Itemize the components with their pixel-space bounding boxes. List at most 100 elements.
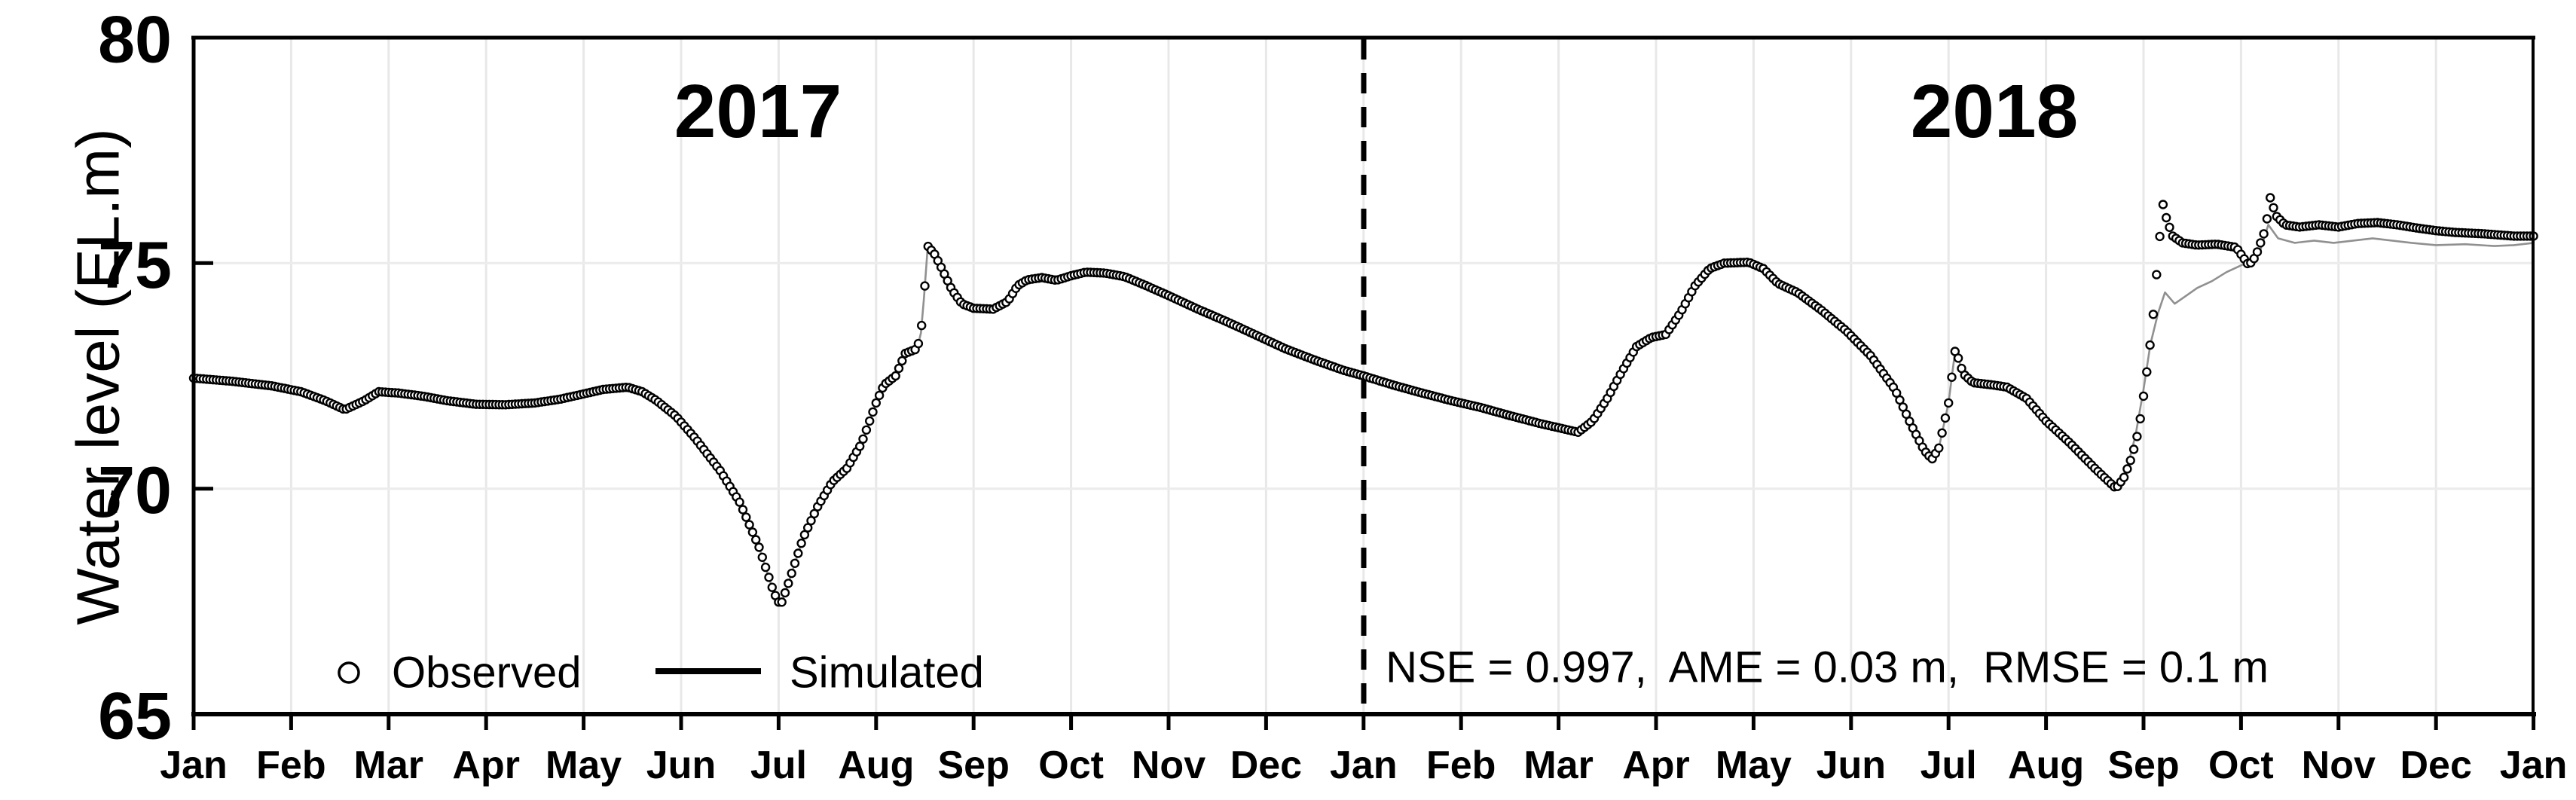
observed-marker xyxy=(796,539,806,548)
observed-marker xyxy=(757,552,767,562)
x-tick-label: Jun xyxy=(1817,744,1886,787)
observed-marker xyxy=(920,281,930,291)
x-tick-label: Aug xyxy=(838,744,914,787)
x-tick-label: Mar xyxy=(354,744,423,787)
observed-marker xyxy=(793,548,803,558)
observed-marker xyxy=(868,407,878,417)
legend-simulated-label: Simulated xyxy=(790,649,984,698)
y-tick-label: 65 xyxy=(98,679,172,753)
observed-marker xyxy=(735,497,744,507)
year-label-2017: 2017 xyxy=(674,69,842,154)
stats-annotation: NSE = 0.997, AME = 0.03 m, RMSE = 0.1 m xyxy=(1386,643,2269,692)
observed-marker xyxy=(790,558,800,568)
observed-marker xyxy=(784,579,793,588)
observed-marker xyxy=(1940,413,1951,423)
observed-marker xyxy=(2158,200,2168,209)
y-tick-label: 70 xyxy=(98,453,172,527)
observed-marker xyxy=(747,527,758,537)
x-tick-label: Oct xyxy=(2208,744,2274,787)
x-tick-label: Aug xyxy=(2008,744,2084,787)
x-tick-label: Jun xyxy=(646,744,716,787)
observed-marker xyxy=(2145,340,2155,350)
x-tick-label: May xyxy=(1716,744,1792,787)
observed-marker xyxy=(891,371,900,381)
observed-marker xyxy=(897,356,907,366)
observed-marker xyxy=(787,568,796,579)
y-axis-tick-labels: 80 75 70 65 xyxy=(98,2,172,753)
observed-marker xyxy=(2152,270,2162,279)
x-tick-label: Apr xyxy=(1622,744,1690,787)
observed-marker xyxy=(916,320,927,331)
x-tick-label: Feb xyxy=(256,744,325,787)
observed-marker xyxy=(894,363,904,374)
x-axis-ticks xyxy=(191,714,2536,730)
x-tick-label: Jul xyxy=(1921,744,1977,787)
x-tick-label: Oct xyxy=(1038,744,1104,787)
y-axis-title: Water level (EL.m) xyxy=(65,128,132,624)
x-tick-label: Sep xyxy=(2107,744,2179,787)
observed-marker xyxy=(780,588,790,598)
observed-marker xyxy=(760,562,771,573)
observed-marker xyxy=(2265,193,2275,203)
x-tick-label: Jan xyxy=(2500,744,2568,787)
observed-marker xyxy=(738,505,748,515)
observed-marker xyxy=(764,573,774,582)
observed-marker xyxy=(2125,456,2135,466)
observed-marker xyxy=(777,597,787,607)
observed-marker xyxy=(1943,398,1954,408)
observed-marker xyxy=(2135,414,2145,424)
observed-marker xyxy=(858,434,868,444)
observed-marker xyxy=(2252,247,2263,257)
observed-marker xyxy=(2155,231,2165,242)
observed-marker xyxy=(913,338,924,349)
observed-marker xyxy=(1953,353,1963,363)
y-tick-label: 75 xyxy=(98,227,172,302)
observed-marker xyxy=(767,582,778,592)
observed-marker xyxy=(2119,472,2129,482)
y-tick-label: 80 xyxy=(98,2,172,77)
observed-marker xyxy=(2138,391,2149,402)
x-axis-tick-labels: Jan Feb Mar Apr May Jun Jul Aug Sep Oct Nov Dec Jan F… xyxy=(160,744,2567,787)
legend-observed-marker-icon xyxy=(338,661,360,684)
x-tick-label: Jan xyxy=(1330,744,1398,787)
observed-marker xyxy=(864,416,875,426)
x-tick-label: May xyxy=(545,744,622,787)
observed-marker xyxy=(874,390,885,401)
x-tick-label: Mar xyxy=(1523,744,1593,787)
observed-marker xyxy=(1937,428,1947,438)
observed-marker xyxy=(2122,464,2132,474)
y-axis-ticks xyxy=(195,35,213,491)
x-tick-label: Nov xyxy=(2302,744,2376,787)
x-tick-label: Sep xyxy=(938,744,1010,787)
observed-marker xyxy=(2132,432,2142,441)
observed-marker xyxy=(2148,310,2159,319)
observed-marker xyxy=(2269,203,2278,212)
observed-marker xyxy=(2142,367,2152,377)
observed-marker xyxy=(751,535,761,545)
observed-marker xyxy=(871,398,882,408)
observed-marker xyxy=(2165,222,2174,232)
observed-marker xyxy=(754,542,764,552)
year-label-2018: 2018 xyxy=(1911,69,2078,154)
x-tick-label: Jul xyxy=(750,744,807,787)
legend: Observed Simulated xyxy=(338,649,984,698)
x-tick-label: Nov xyxy=(1132,744,1205,787)
x-tick-label: Dec xyxy=(2400,744,2471,787)
observed-marker xyxy=(2161,212,2171,223)
x-tick-label: Dec xyxy=(1230,744,1302,787)
observed-marker xyxy=(2262,214,2272,224)
observed-marker-series xyxy=(188,193,2538,607)
x-tick-label: Apr xyxy=(452,744,520,787)
observed-marker xyxy=(1947,372,1957,382)
observed-marker xyxy=(2259,229,2269,239)
x-tick-label: Jan xyxy=(160,744,228,787)
observed-marker xyxy=(1934,443,1944,453)
observed-marker xyxy=(744,520,754,530)
x-tick-label: Feb xyxy=(1426,744,1496,787)
observed-marker xyxy=(2128,444,2139,454)
observed-marker xyxy=(861,425,872,435)
observed-marker xyxy=(2256,238,2266,248)
legend-observed-label: Observed xyxy=(392,649,581,698)
observed-marker xyxy=(854,441,865,451)
